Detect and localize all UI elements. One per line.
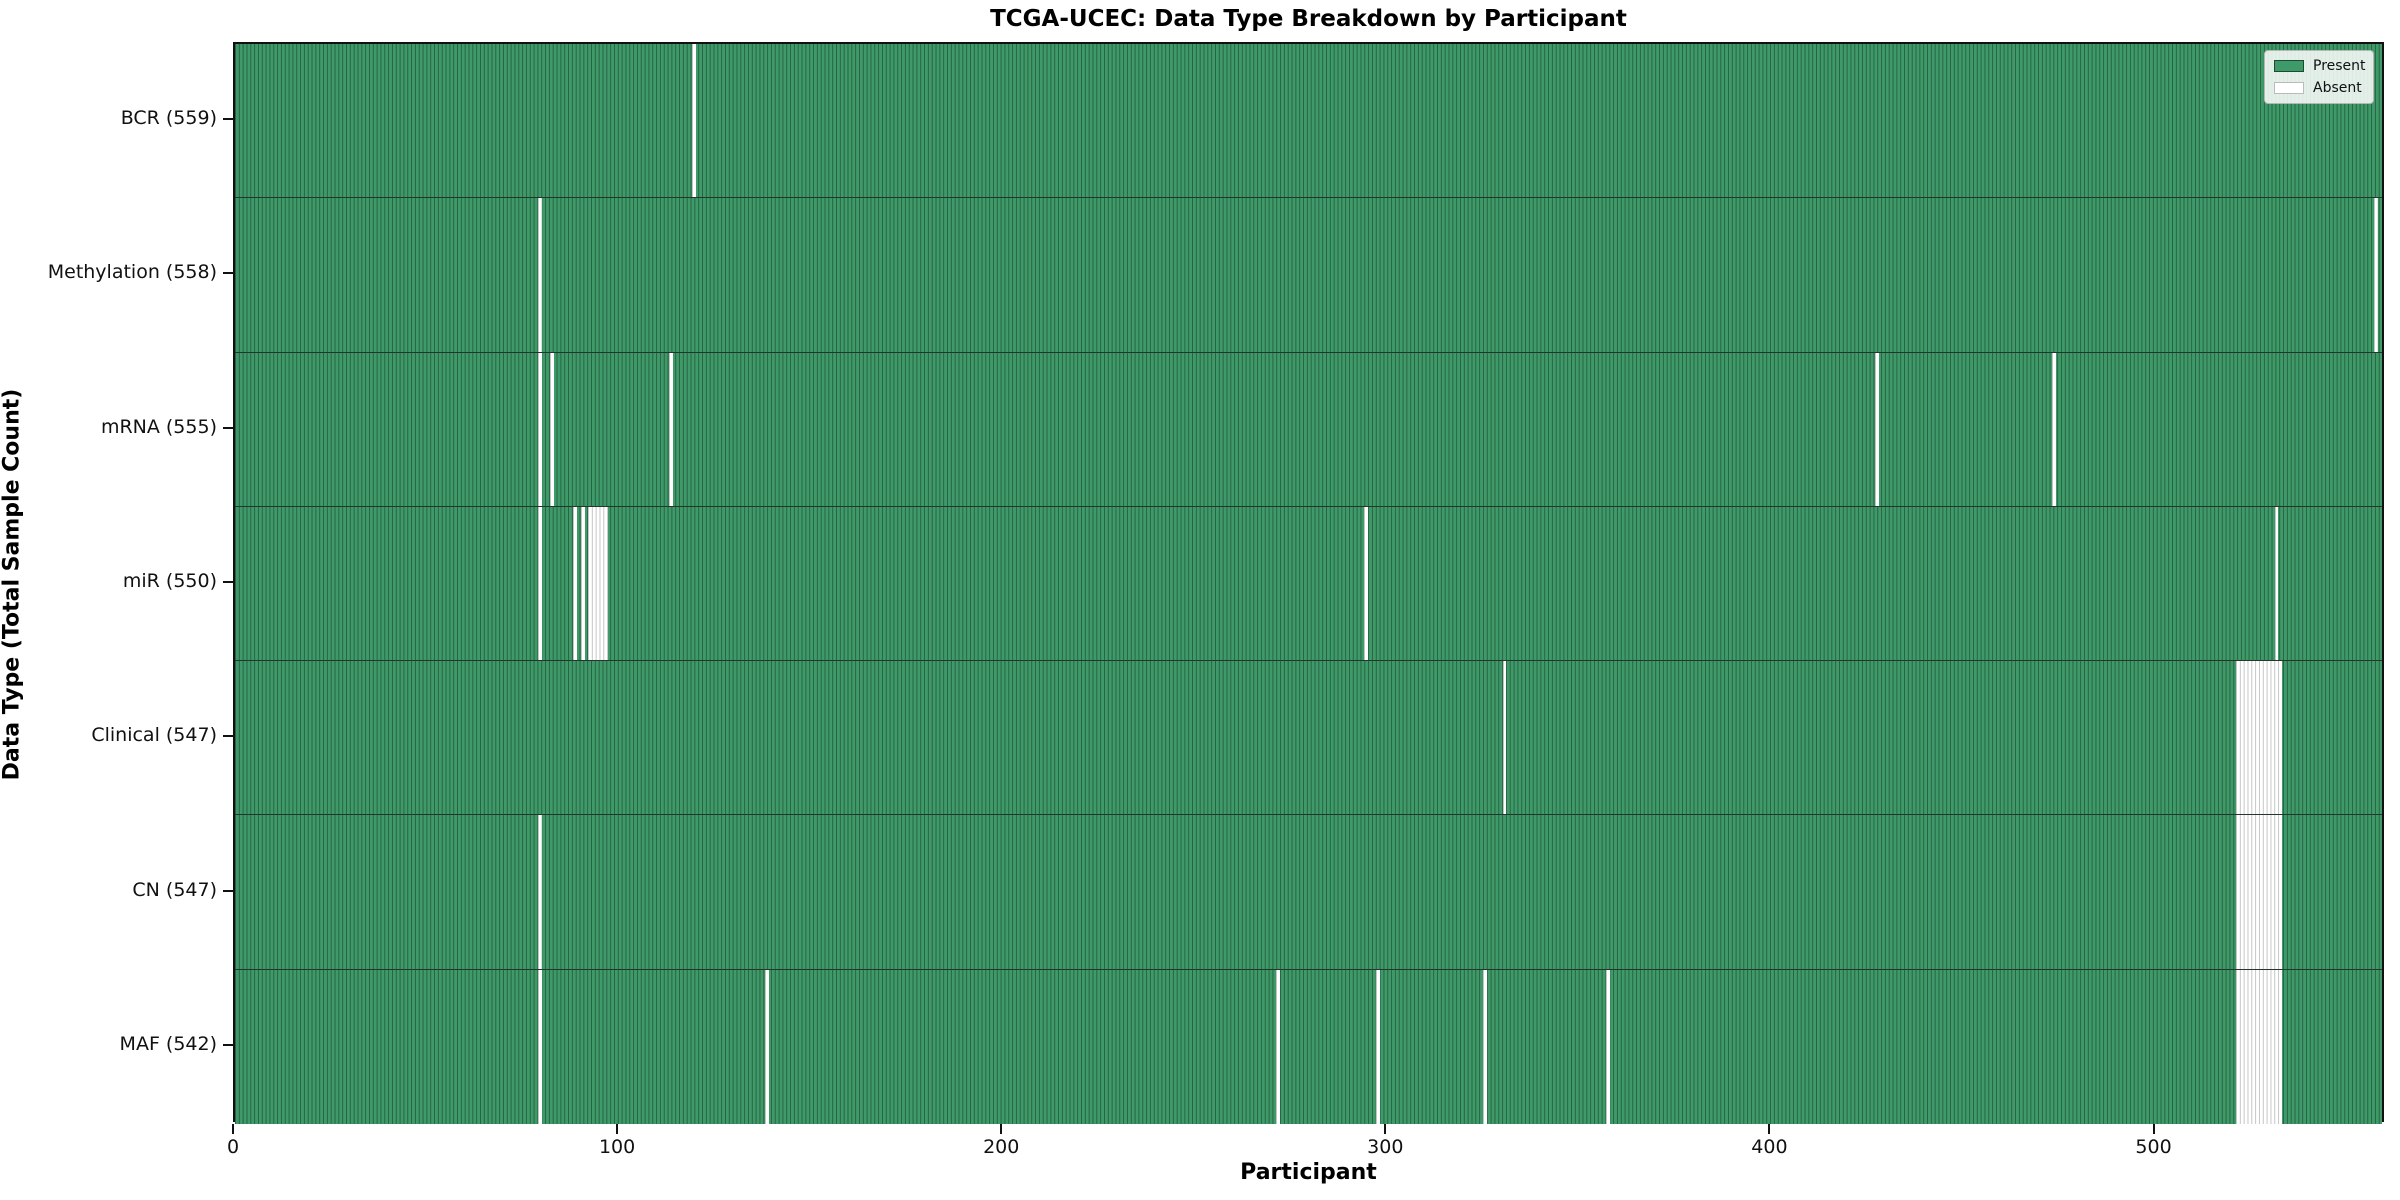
- absent-gap-mir-88: [573, 506, 577, 662]
- x-tick-0: [232, 1124, 234, 1134]
- absent-gap-maf-79: [538, 969, 543, 1124]
- y-tick-label-cn: CN (547): [132, 878, 217, 901]
- absent-gap-mir-294: [1364, 506, 1369, 662]
- absent-gap-maf-357: [1606, 969, 1611, 1124]
- row-band-mir: [235, 506, 2382, 662]
- y-tick-label-maf: MAF (542): [119, 1032, 217, 1055]
- absent-gap-methylation-557: [2374, 198, 2379, 353]
- legend-label-absent: Absent: [2313, 80, 2362, 96]
- absent-gap-mrna-113: [669, 352, 673, 507]
- legend-label-present: Present: [2313, 58, 2366, 74]
- absent-gap-maf-297: [1375, 969, 1380, 1124]
- y-tick-label-mrna: mRNA (555): [100, 415, 217, 438]
- absent-gap-maf-521: [2236, 969, 2283, 1124]
- x-tick-label-300: 300: [1367, 1136, 1404, 1158]
- x-tick-400: [1768, 1124, 1771, 1134]
- present-bars-methylation: [235, 198, 2382, 353]
- x-tick-label-0: 0: [226, 1136, 240, 1158]
- absent-gap-bcr-119: [692, 44, 696, 199]
- y-tick-label-clinical: Clinical (547): [91, 724, 217, 747]
- legend-swatch-absent-icon: [2274, 82, 2304, 94]
- present-bars-maf: [235, 969, 2382, 1124]
- x-tick-label-500: 500: [2135, 1136, 2172, 1158]
- legend-item-absent: Absent: [2274, 80, 2364, 96]
- absent-gap-mir-92: [588, 506, 608, 662]
- absent-gap-mir-531: [2274, 506, 2279, 662]
- legend: Present Absent: [2264, 50, 2374, 104]
- legend-swatch-present-icon: [2274, 60, 2304, 72]
- row-band-maf: [235, 969, 2382, 1124]
- y-tick-clinical: [223, 735, 233, 738]
- x-tick-100: [616, 1124, 619, 1134]
- absent-gap-maf-138: [765, 969, 769, 1124]
- y-tick-bcr: [223, 118, 233, 121]
- legend-item-present: Present: [2274, 58, 2366, 74]
- row-band-clinical: [235, 661, 2382, 816]
- x-tick-label-400: 400: [1751, 1136, 1788, 1158]
- row-band-bcr: [235, 44, 2382, 199]
- y-tick-label-bcr: BCR (559): [120, 107, 217, 130]
- present-bars-mir: [235, 506, 2382, 662]
- present-bars-bcr: [235, 44, 2382, 199]
- absent-gap-mrna-427: [1875, 352, 1879, 507]
- present-bars-clinical: [235, 661, 2382, 816]
- absent-gap-clinical-521: [2236, 661, 2283, 816]
- absent-gap-mrna-82: [549, 352, 554, 507]
- y-tick-cn: [223, 889, 233, 892]
- x-tick-label-200: 200: [983, 1136, 1020, 1158]
- present-bars-mrna: [235, 352, 2382, 507]
- y-tick-label-mir: miR (550): [122, 570, 217, 592]
- row-band-methylation: [235, 198, 2382, 353]
- present-bars-cn: [235, 815, 2382, 970]
- absent-gap-maf-325: [1483, 969, 1488, 1124]
- y-tick-mir: [223, 581, 233, 583]
- absent-gap-mrna-79: [538, 352, 543, 507]
- y-tick-maf: [223, 1043, 233, 1046]
- y-tick-label-methylation: Methylation (558): [47, 261, 217, 284]
- row-band-cn: [235, 815, 2382, 970]
- x-tick-500: [2152, 1124, 2155, 1134]
- absent-gap-maf-271: [1275, 969, 1280, 1124]
- absent-gap-cn-79: [538, 815, 543, 970]
- absent-gap-clinical-330: [1502, 661, 1507, 816]
- y-tick-methylation: [223, 272, 233, 275]
- x-tick-label-100: 100: [598, 1136, 636, 1158]
- x-tick-200: [1000, 1124, 1003, 1134]
- absent-gap-mir-79: [538, 506, 543, 662]
- y-tick-mrna: [223, 426, 233, 429]
- absent-gap-mir-90: [580, 506, 585, 662]
- x-tick-300: [1384, 1124, 1387, 1134]
- absent-gap-methylation-79: [538, 198, 543, 353]
- chart-title: TCGA-UCEC: Data Type Breakdown by Partic…: [990, 6, 1627, 32]
- plot-area: Present Absent: [233, 42, 2384, 1124]
- absent-gap-cn-521: [2236, 815, 2283, 970]
- row-band-mrna: [235, 352, 2382, 507]
- absent-gap-mrna-473: [2051, 352, 2056, 507]
- x-axis-title: Participant: [1240, 1160, 1377, 1185]
